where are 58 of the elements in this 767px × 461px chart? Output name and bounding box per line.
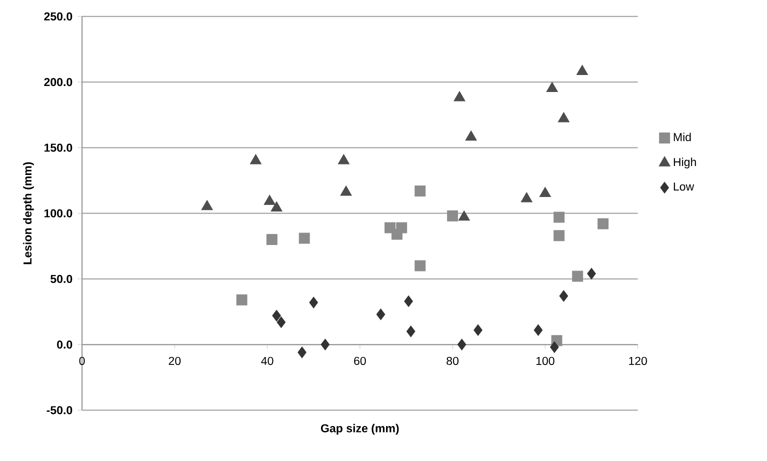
point [457, 338, 466, 350]
x-tick-label: 20 [168, 356, 181, 365]
point [465, 130, 477, 140]
point [250, 154, 262, 164]
point [340, 185, 352, 196]
point [546, 82, 558, 92]
point [458, 210, 470, 220]
point [298, 232, 310, 244]
x-tick-label: 40 [261, 356, 274, 365]
point [474, 324, 482, 336]
point [266, 234, 278, 245]
y-tick-label: -50.0 [46, 406, 72, 414]
point [414, 185, 426, 196]
point [338, 154, 350, 164]
point [320, 338, 330, 350]
x-tick-label: 0 [79, 356, 85, 365]
y-axis-title: Lesion depth (mm) [23, 162, 34, 264]
point [587, 268, 596, 280]
legend-label: Low [674, 182, 694, 190]
x-tick-label: 100 [536, 356, 554, 365]
x-axis-title: Gap size (mm) [320, 424, 399, 434]
point [309, 296, 318, 308]
legend-label: Mid [674, 132, 691, 141]
legend-label: High [674, 157, 696, 168]
point [236, 294, 248, 306]
point [539, 186, 551, 197]
point [414, 260, 426, 272]
point [572, 270, 584, 282]
point [272, 310, 281, 322]
point [447, 210, 458, 222]
point [201, 200, 213, 210]
y-tick-label: 150.0 [44, 143, 72, 152]
y-tick-label: 250.0 [44, 12, 72, 20]
y-tick-label: 200.0 [44, 78, 72, 86]
y-tick-label: 100.0 [44, 209, 72, 218]
point [576, 64, 588, 75]
point [534, 324, 543, 336]
point [298, 346, 306, 358]
point [276, 316, 286, 328]
point [264, 194, 276, 205]
point [558, 112, 570, 122]
point [554, 230, 565, 241]
point [554, 212, 565, 222]
point [376, 308, 386, 320]
x-tick-label: 120 [629, 356, 647, 365]
point [270, 201, 282, 212]
point [454, 90, 466, 102]
y-tick-label: 50.0 [50, 274, 72, 283]
point [598, 218, 609, 230]
x-tick-label: 80 [446, 356, 459, 365]
point [406, 325, 416, 337]
y-tick-label: 0.0 [57, 340, 72, 348]
point [550, 341, 559, 353]
point [559, 290, 568, 302]
point [404, 295, 413, 307]
point [520, 192, 532, 202]
x-tick-label: 60 [354, 356, 366, 365]
point [391, 228, 402, 240]
